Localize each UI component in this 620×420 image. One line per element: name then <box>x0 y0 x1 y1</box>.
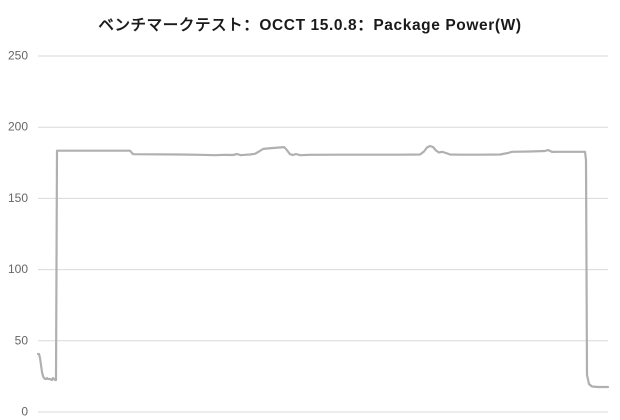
svg-text:100: 100 <box>8 262 28 276</box>
svg-text:250: 250 <box>8 49 28 63</box>
svg-text:0: 0 <box>21 405 28 419</box>
svg-text:150: 150 <box>8 191 28 205</box>
svg-text:50: 50 <box>15 333 29 347</box>
svg-text:200: 200 <box>8 120 28 134</box>
